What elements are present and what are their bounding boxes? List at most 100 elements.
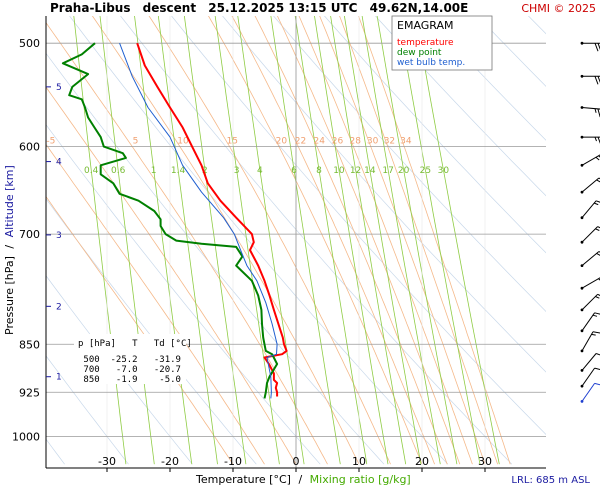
y-axis-label: Pressure [hPa] / Altitude [km] — [3, 165, 16, 335]
temp-tick-label: -20 — [161, 455, 179, 468]
wind-barb-shaft — [581, 251, 600, 266]
wind-barb-feather — [594, 382, 600, 386]
wind-barb-shaft — [581, 107, 600, 110]
x-axis-separator: / — [298, 473, 302, 486]
mixing-ratio-line — [237, 16, 305, 465]
mixing-ratio-line — [99, 16, 155, 465]
dry-adiabat — [273, 16, 546, 312]
temp-tick-label: 10 — [352, 455, 366, 468]
pressure-tick-1000: 1000 — [12, 430, 40, 443]
altitude-tick-5km: 5 — [56, 83, 62, 93]
series-dew-point — [61, 42, 279, 399]
x-axis-temperature-label: Temperature [°C] — [195, 473, 291, 486]
mixing-ratio-line — [134, 16, 193, 465]
adiabat-label: 15 — [227, 137, 238, 147]
chart-title: Praha-Libus descent 25.12.2025 13:15 UTC… — [50, 1, 468, 15]
adiabat-label: 26 — [332, 137, 344, 147]
wind-barb — [580, 382, 600, 403]
wind-barb-half-feather — [594, 136, 597, 142]
altitude-tick-1km: 1 — [56, 373, 62, 383]
adiabat-label: -5 — [46, 137, 55, 147]
wind-barb-shaft — [581, 277, 600, 289]
mixing-ratio-line — [415, 16, 500, 465]
wind-barb-shaft — [581, 293, 598, 311]
mixing-ratio-line — [344, 16, 422, 465]
moist-adiabat — [208, 16, 423, 465]
dry-adiabat — [69, 16, 449, 465]
mixing-ratio-line — [361, 16, 441, 465]
temp-tick-label: -10 — [224, 455, 242, 468]
wind-barb — [580, 106, 600, 118]
station-name: Praha-Libus — [50, 1, 130, 15]
wind-barb-shaft — [581, 367, 596, 387]
wind-barb-shaft — [581, 383, 596, 402]
wind-barb-half-feather — [595, 296, 600, 299]
wind-barb-feather — [594, 76, 599, 85]
observation-datetime: 25.12.2025 13:15 UTC — [208, 1, 357, 15]
x-axis-label: Temperature [°C] / Mixing ratio [g/kg] — [195, 473, 411, 486]
mixing-ratio-line — [330, 16, 407, 465]
pressure-tick-850: 850 — [19, 338, 40, 351]
series-wet-bulb-temp — [119, 43, 278, 399]
y-axis-altitude-label: Altitude [km] — [3, 165, 16, 237]
wind-barb-shaft — [581, 353, 597, 371]
legend-wet-bulb: wet bulb temp. — [397, 58, 465, 68]
legend-title: EMAGRAM — [397, 19, 454, 32]
dry-adiabat — [46, 275, 193, 465]
wind-barb-feather — [594, 312, 600, 315]
wind-barb-feather — [594, 43, 599, 52]
mixing-ratio-label: 25 — [420, 166, 431, 176]
wind-barb-half-feather — [594, 202, 599, 206]
launch-level-note: LRL: 685 m ASL — [511, 475, 590, 486]
dry-adiabat — [558, 0, 600, 464]
wind-barb-half-feather — [591, 333, 596, 336]
dry-adiabat — [171, 16, 546, 435]
mixing-ratio-label: 2 — [202, 166, 208, 176]
adiabat-label: 32 — [384, 137, 395, 147]
moist-adiabat — [254, 16, 448, 465]
wind-barb-feather — [595, 200, 600, 203]
wind-barb — [580, 41, 600, 52]
dry-adiabat — [46, 198, 257, 465]
series-temperature — [136, 42, 288, 397]
adiabat-label: 24 — [313, 137, 325, 147]
legend-box — [391, 15, 493, 71]
adiabat-label: 10 — [177, 137, 189, 147]
wind-barb-feather — [597, 226, 600, 229]
wind-barb-shaft — [581, 331, 594, 352]
pressure-tick-700: 700 — [19, 228, 40, 241]
wind-barb-shaft — [581, 226, 598, 243]
wind-barb-feather — [592, 331, 600, 334]
data-table-row-700: 700 -7.0 -20.7 — [78, 365, 181, 375]
flight-mode: descent — [143, 1, 197, 15]
moist-adiabat — [298, 16, 473, 465]
mixing-ratio-label: 8 — [316, 166, 322, 176]
legend-dew-point: dew point — [397, 48, 442, 58]
wind-barb — [580, 74, 600, 85]
wind-barb-feather — [594, 367, 600, 370]
moist-adiabat — [46, 86, 297, 465]
wind-barb-feather — [596, 179, 600, 183]
adiabat-label: 34 — [400, 137, 412, 147]
mixing-ratio-line — [157, 16, 218, 465]
wind-barb — [580, 200, 600, 220]
temp-tick-label: 20 — [415, 455, 429, 468]
pressure-tick-925: 925 — [19, 386, 40, 399]
moist-adiabat — [231, 16, 435, 465]
moist-adiabat — [277, 16, 461, 465]
wind-barb — [580, 277, 600, 290]
wind-barb — [580, 312, 600, 333]
profile-series — [61, 42, 288, 399]
adiabat-label: 28 — [350, 137, 362, 147]
adiabat-label: 30 — [367, 137, 379, 147]
adiabat-label: 5 — [133, 137, 139, 147]
mixing-ratio-label: 12 — [350, 166, 361, 176]
wind-barb — [580, 251, 600, 267]
wind-barb-half-feather — [595, 228, 600, 231]
mixing-ratio-label: 4 — [257, 166, 263, 176]
mixing-ratio-label: 14 — [364, 166, 376, 176]
pressure-tick-500: 500 — [19, 37, 40, 50]
